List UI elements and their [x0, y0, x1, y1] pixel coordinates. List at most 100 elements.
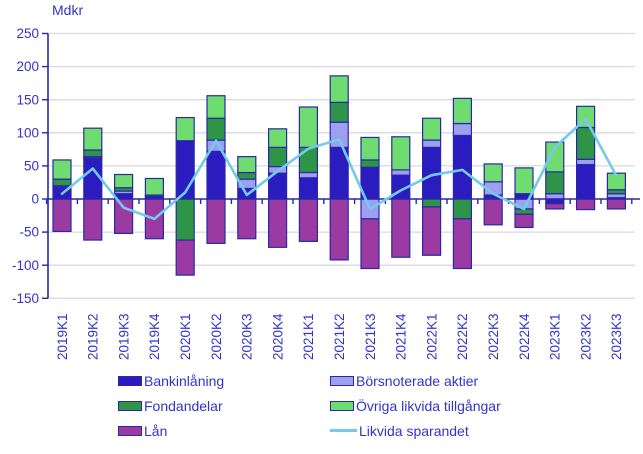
bar-segment — [422, 198, 442, 208]
legend-item-5: Lån — [118, 423, 330, 439]
bar-segment — [422, 206, 442, 256]
bar-segment — [175, 239, 195, 276]
legend-label: Fondandelar — [144, 397, 223, 414]
legend-color-swatch — [118, 425, 142, 436]
x-axis-label: 2019K1 — [55, 313, 70, 360]
bar-segment — [83, 149, 103, 158]
legend-color-swatch — [330, 400, 354, 411]
bar-segment — [237, 198, 257, 240]
x-axis-label: 2020K1 — [178, 313, 193, 360]
x-axis-label: 2021K2 — [332, 313, 347, 360]
bar-segment — [483, 198, 503, 226]
legend-line-swatch — [330, 429, 357, 432]
bar-segment — [298, 106, 318, 148]
x-axis-label: 2022K2 — [455, 313, 470, 360]
bar-segment — [206, 117, 226, 141]
chart-legend: Bankinlåning Fondandelar Lån Börsnoterade a… — [118, 368, 630, 443]
x-axis-label: 2023K1 — [548, 313, 563, 360]
y-axis-label: 100 — [16, 125, 39, 140]
bar-segment — [268, 146, 288, 168]
bar-segment — [483, 163, 503, 183]
bar-segment — [113, 198, 134, 235]
bar-segment — [329, 121, 349, 148]
bar-segment — [514, 213, 534, 229]
bar-segment — [268, 198, 288, 248]
bar-segment — [422, 117, 442, 141]
trend-line — [60, 117, 618, 221]
legend-color-swatch — [118, 400, 142, 411]
y-axis-label: 50 — [24, 159, 39, 174]
chart-plot: 250 200 150 100 50 0 -50 -100 -150 2019K1 2019K2 20… — [12, 26, 640, 360]
y-axis-label: -100 — [12, 258, 39, 273]
x-axis-label: 2022K4 — [517, 313, 532, 360]
x-axis-label: 2019K3 — [116, 313, 131, 360]
bar-segment — [514, 167, 534, 195]
bar-segment — [422, 139, 442, 148]
bar-segment — [206, 198, 226, 244]
x-axis-label: 2021K4 — [394, 313, 409, 360]
bar-segment — [298, 146, 318, 174]
bar-segment — [391, 169, 411, 176]
bar-segment — [391, 198, 411, 258]
bar-segment — [206, 95, 226, 119]
bar-segment — [298, 198, 318, 242]
y-axis-label: 200 — [16, 59, 39, 74]
bar-segment — [391, 136, 411, 171]
bar-segment — [83, 127, 103, 151]
bar-segment — [545, 203, 565, 210]
legend-label: Lån — [144, 422, 168, 439]
x-axis-label: 2021K1 — [301, 313, 316, 360]
legend-item-6: Likvida sparandet — [330, 423, 630, 439]
bar-segment — [452, 134, 472, 200]
bar-segment — [360, 218, 380, 270]
bar-segment — [329, 198, 349, 261]
bar-segment — [452, 198, 472, 220]
bar-segment — [329, 75, 349, 103]
x-axis-label: 2021K3 — [363, 313, 378, 360]
bar-segment — [452, 218, 472, 270]
bar-segment — [175, 116, 195, 142]
bar-segment — [545, 141, 565, 173]
x-axis-label: 2023K3 — [609, 313, 624, 360]
y-axis-unit-label: Mdkr — [52, 2, 84, 18]
bar-segment — [360, 136, 380, 161]
bar-segment — [83, 198, 103, 241]
bar-segment — [113, 173, 134, 189]
x-axis-label: 2020K3 — [240, 313, 255, 360]
x-axis-label: 2023K2 — [578, 313, 593, 360]
legend-label: Bankinlåning — [144, 372, 225, 389]
y-axis-label: -50 — [19, 225, 39, 240]
bar-segment — [575, 158, 596, 166]
bar-segment — [52, 178, 72, 187]
bar-segment — [452, 122, 472, 137]
bar-segment — [298, 171, 318, 179]
bar-segment — [545, 171, 565, 195]
bar-segment — [144, 177, 164, 196]
bar-segment — [606, 198, 627, 210]
bar-segment — [52, 159, 72, 180]
bar-segment — [237, 171, 257, 180]
y-axis-label: 150 — [16, 92, 39, 107]
legend-item-2: Börsnoterade aktier — [330, 373, 630, 389]
y-axis-label: -150 — [12, 291, 39, 306]
x-axis-label: 2022K3 — [486, 313, 501, 360]
x-axis-label: 2019K4 — [147, 313, 162, 360]
bar-segment — [575, 163, 596, 200]
legend-label: Börsnoterade aktier — [356, 372, 479, 389]
bar-segment — [52, 198, 72, 233]
bar-segment — [575, 198, 596, 211]
y-axis-label: 0 — [31, 192, 39, 207]
bar-segment — [298, 177, 318, 200]
x-axis-label: 2022K1 — [424, 313, 439, 360]
bar-segment — [237, 156, 257, 174]
bar-segment — [268, 128, 288, 148]
legend-item-1: Bankinlåning — [118, 373, 330, 389]
x-axis-label: 2020K2 — [209, 313, 224, 360]
bar-segment — [175, 198, 195, 241]
x-axis-label: 2019K2 — [86, 313, 101, 360]
bar-segment — [329, 101, 349, 123]
legend-color-swatch — [330, 375, 354, 386]
x-axis-label: 2020K4 — [270, 313, 285, 360]
legend-item-3: Fondandelar — [118, 398, 330, 414]
legend-label: Likvida sparandet — [359, 422, 469, 439]
